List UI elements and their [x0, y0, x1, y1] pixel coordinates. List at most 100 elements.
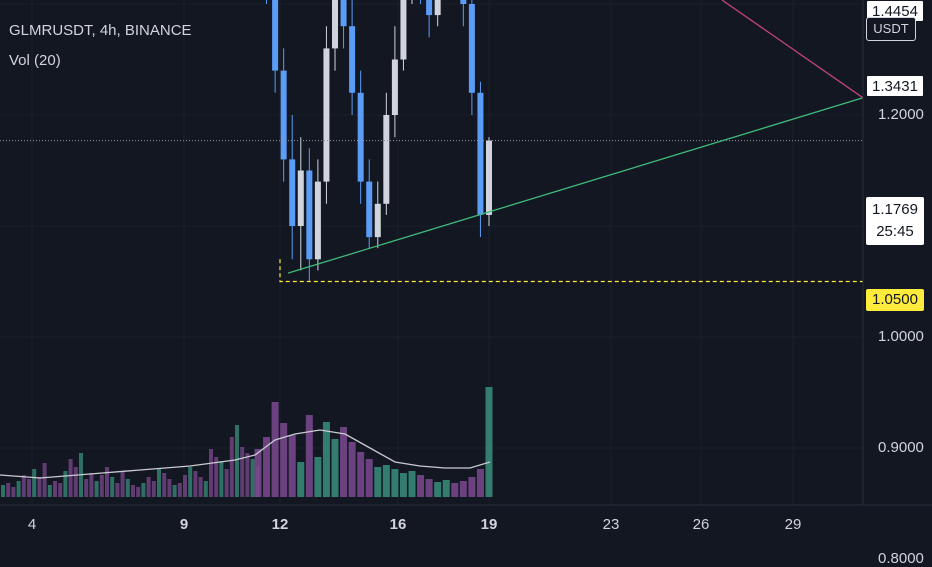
- candle-body: [340, 0, 347, 27]
- volume-bar-history: [110, 477, 115, 497]
- volume-bar-history: [115, 483, 120, 497]
- candle-body: [374, 203, 381, 238]
- volume-bar-history: [198, 477, 203, 497]
- price-level-label-top: 1.4454: [866, 0, 924, 22]
- price-tick-label: 1.0000: [878, 328, 924, 345]
- volume-bar-history: [177, 483, 182, 497]
- volume-bar-history: [11, 487, 16, 497]
- time-tick-label: 29: [784, 516, 802, 533]
- volume-bar-history: [219, 461, 224, 497]
- time-tick-label: 16: [389, 516, 407, 533]
- candle-body: [366, 181, 373, 238]
- volume-bar-history: [193, 471, 198, 497]
- volume-bar: [314, 457, 322, 497]
- current-price-label: 1.1769 25:45: [866, 197, 924, 245]
- volume-bar-history: [6, 483, 11, 497]
- volume-bar: [271, 402, 279, 497]
- volume-bar-history: [146, 477, 151, 497]
- price-tick-label: 0.9000: [878, 439, 924, 456]
- volume-bar: [365, 459, 373, 497]
- volume-bar-history: [73, 467, 78, 497]
- volume-bar-history: [63, 471, 68, 497]
- volume-bar: [374, 467, 382, 497]
- time-tick-label: 12: [271, 516, 289, 533]
- volume-bar: [391, 469, 399, 497]
- bar-countdown-timer: 25:45: [876, 223, 914, 240]
- volume-bar-history: [203, 481, 208, 497]
- volume-bar: [331, 439, 339, 497]
- volume-bar: [476, 469, 484, 497]
- volume-bar-history: [99, 475, 104, 497]
- volume-bar-history: [16, 481, 21, 497]
- candle-body: [357, 92, 364, 182]
- volume-bar-history: [209, 449, 213, 497]
- volume-moving-average-line: [0, 429, 491, 479]
- volume-bar-history: [84, 479, 89, 497]
- volume-indicator-title[interactable]: Vol (20): [9, 52, 61, 69]
- volume-bar: [485, 387, 493, 497]
- candle-body: [400, 0, 407, 60]
- price-tick-label: 1.2000: [878, 106, 924, 123]
- price-tick-label: 0.8000: [878, 550, 924, 567]
- volume-bar-history: [89, 473, 94, 497]
- candle-body: [434, 0, 441, 16]
- volume-bar-history: [151, 481, 156, 497]
- candle-body: [477, 92, 484, 215]
- volume-bar-history: [21, 475, 26, 497]
- volume-bar-history: [27, 479, 31, 497]
- volume-bar: [442, 480, 450, 497]
- candle-body: [391, 59, 398, 115]
- volume-bar-history: [47, 485, 52, 497]
- candle-body: [323, 48, 330, 182]
- volume-history-bars: [1, 425, 260, 497]
- volume-bar-history: [188, 467, 193, 497]
- volume-bar-history: [162, 473, 167, 497]
- candle-body: [486, 140, 492, 215]
- volume-bar: [357, 452, 365, 497]
- volume-bar-history: [183, 475, 187, 497]
- volume-bar-history: [68, 459, 73, 497]
- volume-bar: [468, 477, 476, 497]
- volume-bar-history: [125, 479, 130, 497]
- volume-bar-history: [245, 453, 250, 497]
- volume-bar-history: [120, 471, 125, 497]
- volume-bar-history: [172, 485, 177, 497]
- volume-bar-history: [240, 447, 245, 497]
- symbol-title[interactable]: GLMRUSDT, 4h, BINANCE: [9, 22, 192, 39]
- volume-bar-history: [105, 467, 109, 497]
- time-tick-label: 26: [692, 516, 710, 533]
- volume-bar-history: [214, 457, 219, 497]
- volume-bar: [408, 471, 416, 497]
- volume-bar: [254, 449, 262, 497]
- volume-bar: [348, 442, 356, 497]
- volume-bar: [322, 422, 330, 497]
- price-chart-canvas[interactable]: [0, 0, 932, 550]
- candle-body: [306, 170, 313, 260]
- drawing-layer[interactable]: [0, 0, 864, 283]
- candle-body: [426, 0, 433, 16]
- time-tick-label: 23: [602, 516, 620, 533]
- volume-bar: [297, 462, 305, 497]
- candle-body: [468, 4, 475, 93]
- volume-bar-history: [250, 459, 255, 497]
- volume-bar-history: [131, 485, 135, 497]
- volume-bar: [263, 437, 271, 497]
- volume-bar: [417, 475, 425, 497]
- volume-bar: [288, 435, 296, 497]
- currency-badge[interactable]: USDT: [866, 17, 916, 41]
- candle-body: [289, 159, 296, 226]
- support-trendline: [287, 97, 864, 274]
- candle-body: [383, 115, 390, 204]
- candle-body: [314, 181, 321, 260]
- volume-bar-history: [229, 437, 234, 497]
- volume-bars: [254, 387, 493, 497]
- volume-bar: [425, 479, 433, 497]
- volume-bar: [459, 481, 467, 497]
- volume-bar-history: [37, 477, 42, 497]
- candle-body: [332, 0, 338, 49]
- volume-bar: [340, 427, 348, 497]
- volume-bar-history: [58, 483, 63, 497]
- volume-bar-history: [167, 479, 172, 497]
- volume-bar: [399, 473, 407, 497]
- volume-bar-history: [94, 481, 99, 497]
